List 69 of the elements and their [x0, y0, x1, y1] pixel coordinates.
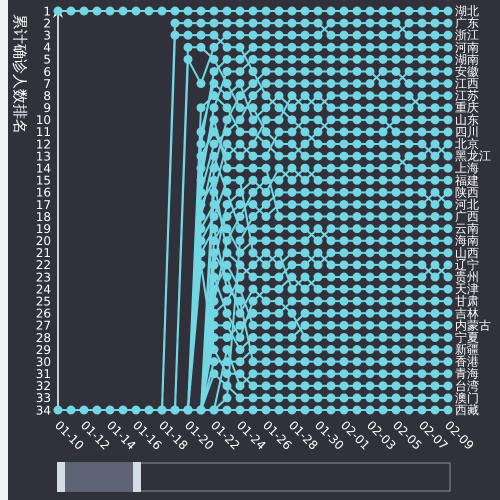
y-tick-label: 11	[36, 125, 51, 140]
y-tick-label: 1	[43, 4, 51, 18]
series-label: 河北	[455, 197, 479, 212]
series-label: 山西	[455, 246, 479, 260]
y-tick-label: 22	[36, 258, 51, 272]
y-tick-label: 27	[36, 318, 51, 333]
y-tick-label: 20	[36, 234, 51, 248]
series-label: 甘肃	[455, 294, 479, 308]
y-tick-label: 7	[43, 76, 51, 91]
series-label: 浙江	[455, 28, 479, 42]
series-label: 广东	[455, 16, 479, 30]
y-tick-label: 32	[36, 379, 51, 394]
series-label: 宁夏	[455, 330, 479, 344]
y-tick-label: 19	[36, 222, 51, 236]
y-tick-label: 33	[36, 391, 51, 406]
series-label: 贵州	[455, 270, 479, 284]
y-tick-label: 15	[36, 174, 51, 188]
series-label: 台湾	[455, 378, 479, 393]
y-tick-label: 4	[43, 40, 51, 55]
y-tick-label: 3	[43, 28, 51, 42]
series-label: 西藏	[455, 403, 479, 417]
y-tick-label: 18	[36, 210, 51, 224]
series-label: 内蒙古	[455, 318, 491, 332]
y-tick-label: 2	[43, 16, 51, 30]
y-tick-label: 13	[36, 149, 51, 164]
series-label: 青海	[455, 366, 479, 381]
y-axis-title: 累计确诊人数排名	[11, 14, 29, 134]
series-label: 新疆	[455, 342, 479, 357]
series-label: 湖南	[455, 52, 479, 66]
y-tick-label: 9	[43, 101, 51, 116]
series-label: 安徽	[455, 64, 479, 78]
y-tick-label: 10	[36, 113, 51, 128]
series-label: 上海	[455, 161, 479, 176]
y-tick-label: 28	[36, 330, 51, 345]
series-label: 江西	[455, 76, 479, 91]
y-tick-label: 26	[36, 306, 51, 321]
series-label: 北京	[455, 137, 479, 151]
series-label: 天津	[455, 282, 479, 296]
series-label: 云南	[455, 222, 479, 236]
y-tick-label: 16	[36, 186, 51, 200]
y-tick-label: 12	[36, 137, 51, 152]
series-label: 香港	[455, 354, 479, 369]
series-label: 四川	[455, 124, 479, 139]
series-label: 辽宁	[455, 258, 479, 272]
y-tick-label: 34	[36, 403, 51, 418]
y-tick-label: 29	[36, 342, 51, 357]
y-tick-label: 5	[43, 52, 51, 67]
y-tick-label: 23	[36, 270, 51, 284]
series-label: 广西	[455, 210, 479, 224]
y-tick-label: 14	[36, 161, 51, 176]
series-label: 河南	[455, 40, 479, 54]
y-tick-label: 30	[36, 354, 51, 369]
series-label: 重庆	[455, 100, 479, 115]
y-tick-label: 31	[36, 367, 51, 382]
series-label: 山东	[455, 112, 479, 127]
y-tick-label: 21	[36, 246, 51, 260]
series-label: 江苏	[455, 88, 479, 103]
series-label: 澳门	[455, 390, 479, 405]
series-label: 陕西	[455, 185, 479, 200]
series-label: 湖北	[455, 4, 479, 18]
y-tick-label: 17	[36, 198, 51, 212]
y-tick-label: 6	[43, 64, 51, 79]
series-label: 海南	[455, 234, 479, 248]
series-label: 黑龙江	[455, 149, 491, 164]
series-label: 福建	[455, 173, 479, 188]
y-tick-label: 8	[43, 88, 51, 103]
y-tick-label: 25	[36, 294, 51, 308]
series-label: 吉林	[455, 306, 479, 320]
y-tick-label: 24	[36, 282, 51, 296]
